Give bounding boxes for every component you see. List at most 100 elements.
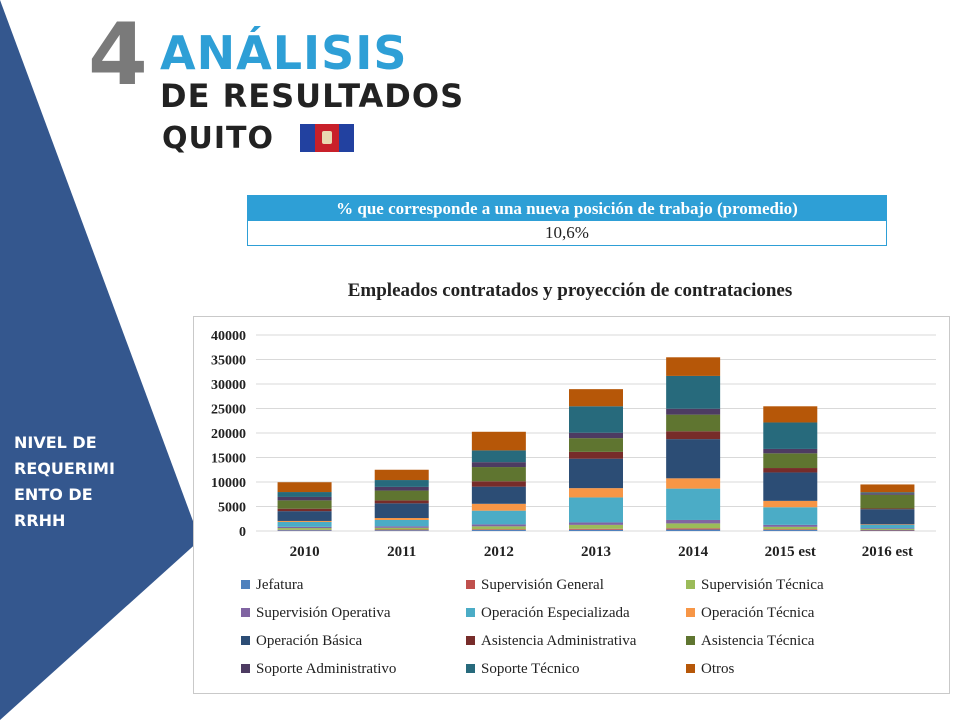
city-label: QUITO: [162, 121, 274, 156]
sidebar-line: ENTO DE: [14, 485, 93, 504]
bar-segment: [860, 524, 915, 529]
legend-swatch: [686, 608, 695, 618]
position-percentage-table: % que corresponde a una nueva posición d…: [247, 195, 887, 246]
legend-swatch: [466, 664, 475, 674]
bar-segment: [763, 453, 818, 469]
x-tick-label: 2015 est: [765, 544, 816, 560]
stacked-bar-chart: 40000 35000 30000 25000 20000 15000 10000 5000 0…: [211, 329, 936, 560]
y-tick-label: 10000: [211, 476, 246, 491]
bar-segment: [374, 527, 429, 530]
bar-segment: [860, 494, 915, 509]
sidebar-line: RRHH: [14, 511, 66, 530]
bar-segment: [763, 529, 818, 531]
legend-label: Otros: [701, 661, 735, 677]
bar-segment: [374, 469, 429, 481]
quito-flag-icon: [300, 124, 354, 152]
legend-label: Operación Especializada: [481, 605, 630, 621]
bar-segment: [471, 529, 526, 531]
legend-label: Operación Técnica: [701, 605, 815, 621]
bar-segment: [374, 518, 429, 520]
x-tick-label: 2014: [678, 544, 709, 560]
bar-segment: [666, 439, 721, 479]
bar-segment: [666, 357, 721, 376]
legend-label: Operación Básica: [256, 633, 363, 649]
bar-segment: [666, 375, 721, 409]
y-tick-label: 40000: [211, 329, 246, 344]
chart-title: Empleados contratados y proyección de co…: [347, 280, 793, 301]
bar-segment: [471, 450, 526, 463]
bar-segment: [277, 492, 332, 497]
bar-segment: [569, 524, 623, 529]
legend-swatch: [466, 636, 475, 646]
legend-item: Operación Técnica: [686, 603, 814, 623]
sidebar-label: NIVEL DE REQUERIMI ENTO DE RRHH: [14, 430, 164, 534]
legend-label: Asistencia Técnica: [701, 633, 815, 649]
bar-segment: [471, 526, 526, 530]
bar-segment: [471, 481, 526, 487]
x-tick-label: 2010: [290, 544, 320, 560]
legend-swatch: [241, 636, 250, 646]
bar-segment: [860, 484, 915, 493]
legend-swatch: [686, 580, 695, 590]
table-value: 10,6%: [248, 221, 886, 245]
bar-segment: [277, 520, 332, 522]
legend-swatch: [241, 664, 250, 674]
bar-segment: [666, 529, 721, 531]
bar-segment: [666, 408, 721, 415]
bar-segment: [569, 497, 623, 523]
legend-label: Soporte Administrativo: [256, 661, 397, 677]
x-tick-label: 2011: [387, 544, 416, 560]
bar-segment: [277, 530, 332, 531]
bar-segment: [374, 530, 429, 531]
legend-item: Supervisión Técnica: [686, 575, 824, 595]
bar-segment: [374, 503, 429, 519]
legend-item: Jefatura: [241, 575, 303, 595]
bar-segment: [471, 486, 526, 504]
bar-segment: [860, 509, 915, 525]
bar-segment: [763, 500, 818, 508]
chart-area: 40000 35000 30000 25000 20000 15000 10000 5000 0…: [193, 316, 950, 694]
section-title: ANÁLISIS: [160, 26, 408, 80]
y-tick-label: 30000: [211, 378, 246, 393]
bar-segment: [763, 526, 818, 530]
legend-label: Supervisión General: [481, 577, 604, 593]
bar-segment: [666, 528, 721, 530]
bar-segment: [277, 482, 332, 493]
bar-segment: [374, 500, 429, 504]
bar-segment: [374, 490, 429, 501]
bar-segment: [277, 528, 332, 530]
bar-segment: [763, 406, 818, 423]
bar-segment: [860, 492, 915, 494]
legend-label: Supervisión Operativa: [256, 605, 391, 621]
bar-segment: [569, 389, 623, 407]
legend-swatch: [241, 580, 250, 590]
bar-segment: [569, 406, 623, 433]
legend-label: Asistencia Administrativa: [481, 633, 637, 649]
legend-swatch: [686, 636, 695, 646]
legend-label: Soporte Técnico: [481, 661, 580, 677]
bar-segment: [374, 519, 429, 527]
bar-segment: [569, 528, 623, 530]
section-number: 4: [88, 5, 148, 105]
bar-segment: [666, 478, 721, 489]
bar-segment: [471, 530, 526, 531]
bar-segment: [763, 422, 818, 449]
legend-item: Supervisión General: [466, 575, 604, 595]
bar-segment: [374, 529, 429, 531]
bar-segment: [374, 480, 429, 487]
bar-segment: [471, 431, 526, 451]
legend-item: Otros: [686, 659, 734, 679]
bar-segment: [471, 510, 526, 525]
bar-segment: [569, 529, 623, 531]
bar-segment: [763, 530, 818, 531]
y-tick-label: 0: [239, 525, 246, 540]
bar-segment: [277, 521, 332, 527]
bar-segment: [569, 438, 623, 452]
x-tick-label: 2013: [581, 544, 611, 560]
y-tick-label: 15000: [211, 452, 246, 467]
legend-label: Jefatura: [256, 577, 304, 593]
x-tick-label: 2012: [484, 544, 514, 560]
legend-swatch: [466, 580, 475, 590]
bar-segment: [763, 448, 818, 454]
bar-segment: [763, 507, 818, 525]
